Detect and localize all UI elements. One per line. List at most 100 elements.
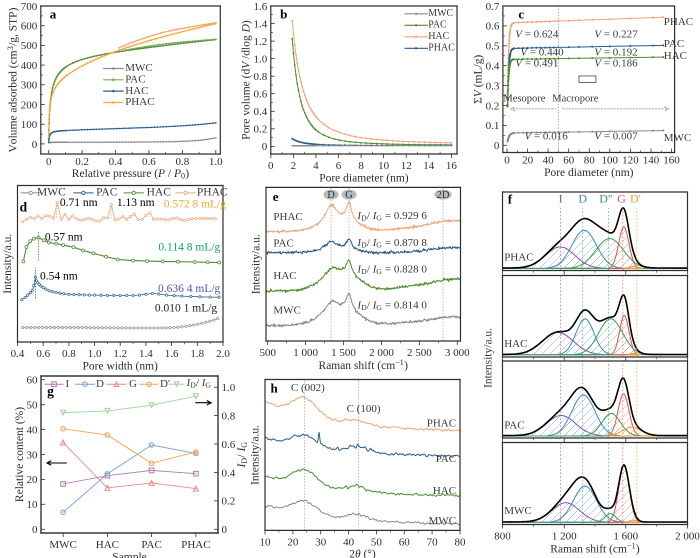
svg-text:f: f <box>508 191 513 206</box>
svg-text:60: 60 <box>399 537 411 549</box>
svg-text:0.8: 0.8 <box>62 348 76 360</box>
svg-text:100: 100 <box>602 155 619 167</box>
svg-text:0.8: 0.8 <box>222 410 236 422</box>
svg-text:40: 40 <box>27 424 39 436</box>
svg-text:0.4: 0.4 <box>109 156 123 168</box>
svg-text:0.4: 0.4 <box>254 106 268 118</box>
svg-text:1 600: 1 600 <box>613 531 638 543</box>
svg-text:2 ( °: 2 ( ° ) θ <box>349 544 380 558</box>
svg-text:1 200: 1 200 <box>552 531 577 543</box>
svg-text:1.0: 1.0 <box>209 156 223 168</box>
svg-text:PHAC: PHAC <box>181 539 210 551</box>
svg-text:10: 10 <box>260 537 272 549</box>
svg-text:1.2: 1.2 <box>113 348 127 360</box>
svg-text:PAC: PAC <box>273 238 293 250</box>
svg-text:0.4: 0.4 <box>222 467 236 479</box>
svg-text:h: h <box>271 380 279 395</box>
svg-text:0.71 nm: 0.71 nm <box>60 197 98 209</box>
svg-text:0: 0 <box>494 140 500 152</box>
svg-text:Sample: Sample <box>112 552 147 558</box>
svg-text:0.2: 0.2 <box>222 496 236 508</box>
svg-text:0.6: 0.6 <box>254 89 268 101</box>
svg-text:MWC: MWC <box>37 187 66 199</box>
svg-text:200: 200 <box>21 99 38 111</box>
svg-text:0: 0 <box>222 524 228 536</box>
svg-text:2: 2 <box>291 160 297 172</box>
svg-text:2 500: 2 500 <box>407 347 432 359</box>
svg-text:D'': D'' <box>599 192 612 206</box>
svg-text:160: 160 <box>663 155 680 167</box>
svg-text:MWC: MWC <box>273 305 301 317</box>
svg-text:D': D' <box>160 378 170 390</box>
svg-text:0.2: 0.2 <box>486 100 500 112</box>
svg-text:0.4: 0.4 <box>11 348 25 360</box>
svg-text:0.6: 0.6 <box>486 21 500 33</box>
svg-text:0.2: 0.2 <box>254 124 268 136</box>
svg-text:Relative content (%): Relative content (%) <box>14 407 26 502</box>
svg-text:80: 80 <box>455 537 467 549</box>
svg-text:PHAC: PHAC <box>125 96 154 108</box>
svg-text:V =: V = 0 . 4 9 1 <box>515 54 558 71</box>
svg-text:30: 30 <box>27 449 39 461</box>
svg-text:0.8: 0.8 <box>176 156 190 168</box>
svg-text:0.8: 0.8 <box>254 71 268 83</box>
svg-text:500: 500 <box>21 40 38 52</box>
svg-text:1.4: 1.4 <box>254 18 268 30</box>
svg-text:R a m a: R a m a n s h i f t ( c m ) − 1 <box>550 536 643 557</box>
svg-text:40: 40 <box>543 155 555 167</box>
svg-text:I I D G: I I D G / <box>232 438 251 469</box>
svg-text:HAC: HAC <box>504 338 527 350</box>
svg-text:0.114 8 mL/g: 0.114 8 mL/g <box>158 241 220 253</box>
svg-text:400: 400 <box>21 60 38 72</box>
svg-text:14: 14 <box>423 160 435 172</box>
svg-text:10: 10 <box>27 499 39 511</box>
svg-text:MWC: MWC <box>428 8 453 19</box>
svg-text:0.3: 0.3 <box>486 80 500 92</box>
svg-text:60: 60 <box>563 155 575 167</box>
svg-text:Intensity/a.u.: Intensity/a.u. <box>249 425 261 485</box>
svg-text:c: c <box>518 7 524 22</box>
svg-text:1.6: 1.6 <box>254 1 268 13</box>
svg-text:G: G <box>617 192 626 206</box>
svg-text:HAC: HAC <box>433 485 456 497</box>
svg-text:1 000: 1 000 <box>293 347 318 359</box>
svg-text:I I D G: I I D G / = 0 . 8 1 4 0 <box>356 295 427 314</box>
svg-text:0: 0 <box>504 155 510 167</box>
svg-text:500: 500 <box>259 347 276 359</box>
svg-text:30: 30 <box>315 537 327 549</box>
svg-text:0.010 1 mL/g: 0.010 1 mL/g <box>155 303 218 315</box>
svg-text:I I D G: I I D G / <box>186 373 215 392</box>
svg-text:PHAC: PHAC <box>664 16 693 28</box>
svg-text:0.4: 0.4 <box>486 61 500 73</box>
svg-text:50: 50 <box>371 537 383 549</box>
svg-text:PHAC: PHAC <box>273 211 302 223</box>
svg-text:PAC: PAC <box>436 453 456 465</box>
svg-text:0.6: 0.6 <box>142 156 156 168</box>
svg-text:I I D G: I I D G / = 0 . 8 7 0 8 <box>356 233 427 252</box>
svg-text:PHAC: PHAC <box>504 252 533 264</box>
svg-text:1 500: 1 500 <box>331 347 356 359</box>
svg-text:0: 0 <box>262 141 268 153</box>
svg-text:0.7: 0.7 <box>486 1 500 13</box>
svg-text:MWC: MWC <box>504 505 532 517</box>
svg-text:G: G <box>129 378 137 390</box>
svg-text:MWC: MWC <box>429 515 457 527</box>
svg-text:3 000: 3 000 <box>445 347 470 359</box>
svg-text:0: 0 <box>268 160 274 172</box>
svg-text:PHAC: PHAC <box>427 417 456 429</box>
svg-text:e: e <box>273 189 279 204</box>
svg-text:HAC: HAC <box>273 270 296 282</box>
svg-text:0.54 nm: 0.54 nm <box>40 270 78 282</box>
svg-text:PAC: PAC <box>141 539 161 551</box>
svg-text:HAC: HAC <box>147 187 172 199</box>
svg-text:0: 0 <box>32 139 38 151</box>
svg-text:I I D G: I I D G / = 0 . 9 2 9 6 <box>356 206 427 225</box>
svg-text:PAC: PAC <box>428 20 447 31</box>
svg-text:4: 4 <box>313 160 319 172</box>
svg-text:V =: V = 0 . 0 0 7 <box>594 127 638 144</box>
svg-text:6: 6 <box>336 160 342 172</box>
svg-text:0.2: 0.2 <box>75 156 89 168</box>
svg-text:300: 300 <box>21 80 38 92</box>
svg-text:PAC: PAC <box>96 187 118 199</box>
svg-text:Pore diameter (nm): Pore diameter (nm) <box>319 173 409 185</box>
